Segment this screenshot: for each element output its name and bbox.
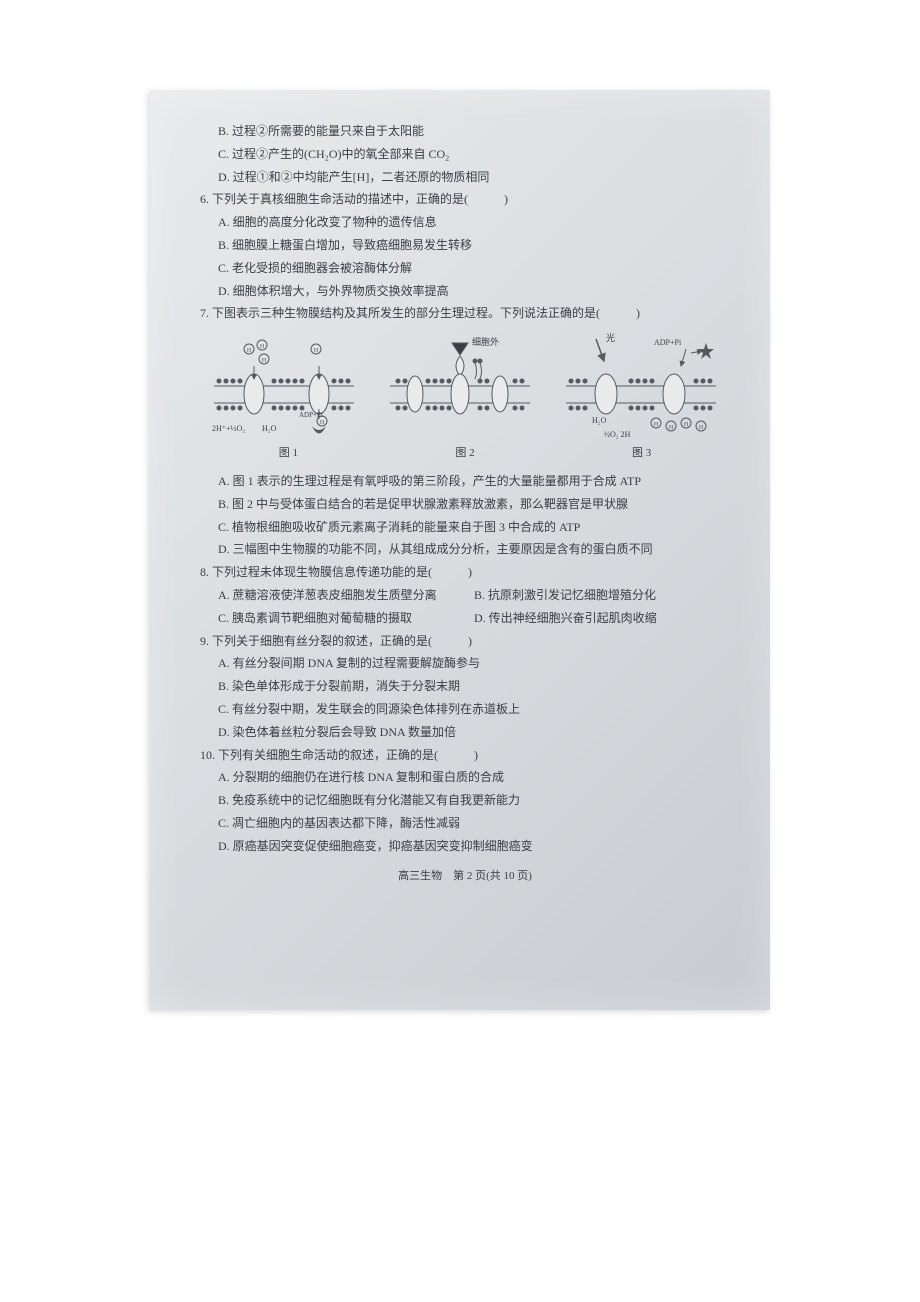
q10-blank: ( )	[434, 744, 482, 767]
q10-stem: 10. 下列有关细胞生命活动的叙述，正确的是 ( )	[200, 744, 730, 767]
q7-stem: 7. 下图表示三种生物膜结构及其所发生的部分生理过程。下列说法正确的是 ( )	[200, 302, 730, 325]
svg-text:H: H	[262, 358, 267, 364]
figure-captions: 图 1 图 2 图 3	[200, 443, 730, 464]
svg-text:H: H	[699, 425, 704, 431]
fig2-label-outside: 细胞外	[472, 336, 499, 347]
q6-stem: 6. 下列关于真核细胞生命活动的描述中，正确的是 ( )	[200, 188, 730, 211]
q8-row1: A. 蔗糖溶液使洋葱表皮细胞发生质壁分离 B. 抗原刺激引发记忆细胞增殖分化	[200, 584, 730, 607]
q6-option-c: C. 老化受损的细胞器会被溶酶体分解	[200, 257, 730, 280]
q9-option-a: A. 有丝分裂间期 DNA 复制的过程需要解旋酶参与	[200, 652, 730, 675]
q7-stem-text: 7. 下图表示三种生物膜结构及其所发生的部分生理过程。下列说法正确的是	[200, 302, 596, 325]
svg-text:H: H	[314, 348, 319, 354]
q5-option-c: C. 过程②产生的(CH₂O)中的氧全部来自 CO₂	[200, 143, 730, 166]
svg-text:H: H	[684, 422, 689, 428]
q10-option-b: B. 免疫系统中的记忆细胞既有分化潜能又有自我更新能力	[200, 789, 730, 812]
q9-option-d: D. 染色体着丝粒分裂后会导致 DNA 数量加倍	[200, 721, 730, 744]
q7-option-d: D. 三幅图中生物膜的功能不同，从其组成成分分析，主要原因是含有的蛋白质不同	[200, 538, 730, 561]
q8-option-a: A. 蔗糖溶液使洋葱表皮细胞发生质壁分离	[218, 584, 474, 607]
svg-text:H: H	[654, 422, 659, 428]
q7-blank: ( )	[596, 302, 644, 325]
q8-row2: C. 胰岛素调节靶细胞对葡萄糖的摄取 D. 传出神经细胞兴奋引起肌肉收缩	[200, 607, 730, 630]
q9-stem: 9. 下列关于细胞有丝分裂的叙述，正确的是 ( )	[200, 630, 730, 653]
fig1-caption: 图 1	[279, 443, 298, 464]
q7-option-a: A. 图 1 表示的生理过程是有氧呼吸的第三阶段，产生的大量能量都用于合成 AT…	[200, 470, 730, 493]
q5-option-d: D. 过程①和②中均能产生[H]，二者还原的物质相同	[200, 166, 730, 189]
figure-1: H H H H H	[204, 331, 364, 441]
page-footer: 高三生物 第 2 页(共 10 页)	[200, 866, 730, 887]
q10-stem-text: 10. 下列有关细胞生命活动的叙述，正确的是	[200, 744, 434, 767]
q6-option-a: A. 细胞的高度分化改变了物种的遗传信息	[200, 211, 730, 234]
q6-option-d: D. 细胞体积增大，与外界物质交换效率提高	[200, 280, 730, 303]
q5-option-b: B. 过程②所需要的能量只来自于太阳能	[200, 120, 730, 143]
q7-option-b: B. 图 2 中与受体蛋白结合的若是促甲状腺激素释放激素，那么靶器官是甲状腺	[200, 493, 730, 516]
figure-2-svg: 细胞外	[380, 331, 540, 441]
page: B. 过程②所需要的能量只来自于太阳能 C. 过程②产生的(CH₂O)中的氧全部…	[0, 0, 920, 1302]
q8-option-d: D. 传出神经细胞兴奋引起肌肉收缩	[474, 607, 730, 630]
q6-stem-text: 6. 下列关于真核细胞生命活动的描述中，正确的是	[200, 188, 464, 211]
fig1-label-adp: ADP+Pi	[299, 411, 323, 419]
svg-text:H: H	[669, 425, 674, 431]
q7-option-c: C. 植物根细胞吸收矿质元素离子消耗的能量来自于图 3 中合成的 ATP	[200, 516, 730, 539]
q8-option-c: C. 胰岛素调节靶细胞对葡萄糖的摄取	[218, 607, 474, 630]
fig3-label-adp: ADP+Pi	[654, 338, 682, 347]
q8-blank: ( )	[428, 561, 476, 584]
fig3-label-o2: ½O₂ 2H	[604, 430, 631, 439]
svg-text:H: H	[247, 348, 252, 354]
q9-option-c: C. 有丝分裂中期，发生联会的同源染色体排列在赤道板上	[200, 698, 730, 721]
fig3-caption: 图 3	[632, 443, 651, 464]
fig3-label-light: 光	[606, 332, 615, 343]
q7-figures: H H H H H	[200, 331, 730, 441]
exam-paper: B. 过程②所需要的能量只来自于太阳能 C. 过程②产生的(CH₂O)中的氧全部…	[150, 90, 770, 1010]
figure-2: 细胞外	[380, 331, 540, 441]
q10-option-c: C. 凋亡细胞内的基因表达都下降，酶活性减弱	[200, 812, 730, 835]
q6-blank: ( )	[464, 188, 512, 211]
q9-option-b: B. 染色单体形成于分裂前期，消失于分裂末期	[200, 675, 730, 698]
q8-stem-text: 8. 下列过程未体现生物膜信息传递功能的是	[200, 561, 428, 584]
svg-text:H: H	[260, 344, 265, 350]
q9-stem-text: 9. 下列关于细胞有丝分裂的叙述，正确的是	[200, 630, 428, 653]
fig3-label-h2o: H₂O	[592, 416, 607, 425]
q8-stem: 8. 下列过程未体现生物膜信息传递功能的是 ( )	[200, 561, 730, 584]
fig2-caption: 图 2	[455, 443, 474, 464]
fig1-label-h2o: H₂O	[262, 424, 277, 433]
q10-option-d: D. 原癌基因突变促使细胞癌变，抑癌基因突变抑制细胞癌变	[200, 835, 730, 858]
fig1-label-left: 2H⁺+½O₂	[212, 424, 245, 433]
figure-3-svg: H H H H 光 ADP+Pi H₂O ½O₂ 2H	[556, 331, 726, 441]
figure-3: H H H H 光 ADP+Pi H₂O ½O₂ 2H	[556, 331, 726, 441]
figure-1-svg: H H H H H	[204, 331, 364, 441]
q8-option-b: B. 抗原刺激引发记忆细胞增殖分化	[474, 584, 730, 607]
svg-text:H: H	[320, 420, 325, 426]
q6-option-b: B. 细胞膜上糖蛋白增加，导致癌细胞易发生转移	[200, 234, 730, 257]
q9-blank: ( )	[428, 630, 476, 653]
q10-option-a: A. 分裂期的细胞仍在进行核 DNA 复制和蛋白质的合成	[200, 766, 730, 789]
